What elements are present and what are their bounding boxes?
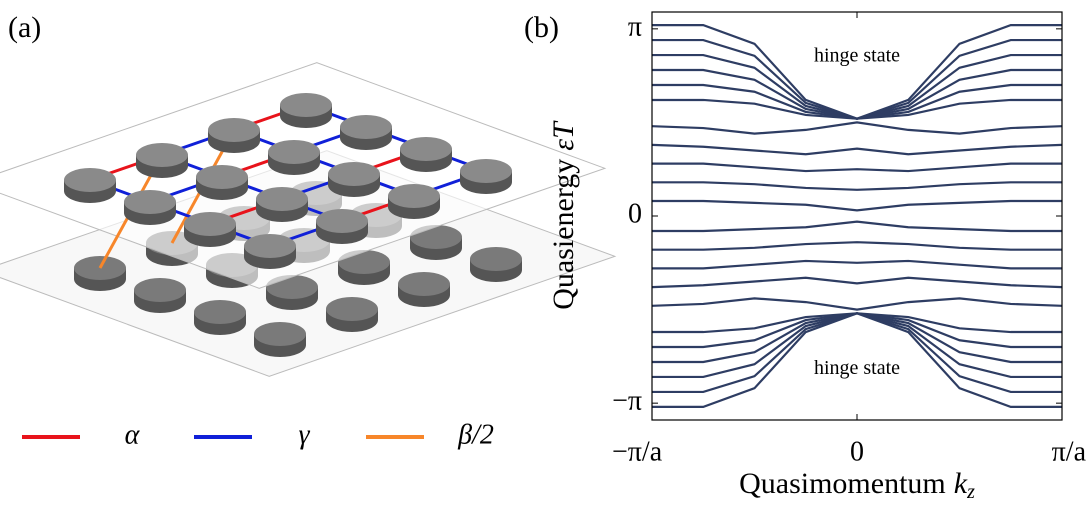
band-line bbox=[652, 98, 1062, 120]
disc-top bbox=[134, 278, 186, 302]
x-axis-label: Quasimomentum kz bbox=[739, 467, 975, 503]
disc-top bbox=[460, 159, 512, 183]
bands bbox=[652, 24, 1062, 408]
legend-label: β/2 bbox=[457, 419, 494, 450]
y-axis-label-text: Quasienergy bbox=[547, 159, 580, 310]
band-line bbox=[652, 121, 1062, 135]
band-line bbox=[652, 312, 1062, 394]
disc-top bbox=[194, 300, 246, 324]
disc-top bbox=[256, 187, 308, 211]
disc-top bbox=[328, 162, 380, 186]
y-axis-label: Quasienergy εT bbox=[547, 120, 580, 310]
disc-top bbox=[316, 209, 368, 233]
band-line bbox=[652, 312, 1062, 349]
annotation: hinge state bbox=[814, 357, 900, 379]
x-axis-label-subscript: z bbox=[966, 481, 975, 503]
legend-label: γ bbox=[298, 419, 310, 450]
band-line bbox=[652, 312, 1062, 334]
disc-top bbox=[124, 190, 176, 214]
band-line bbox=[652, 220, 1062, 233]
disc-top bbox=[398, 272, 450, 296]
disc-top bbox=[280, 93, 332, 117]
band-line bbox=[652, 162, 1062, 173]
band-line bbox=[652, 241, 1062, 251]
band-line bbox=[652, 297, 1062, 311]
lattice-diagram bbox=[0, 62, 617, 377]
disc-top bbox=[400, 137, 452, 161]
disc-top bbox=[244, 234, 296, 258]
disc-top bbox=[136, 143, 188, 167]
disc-top bbox=[64, 168, 116, 192]
panel-label: (b) bbox=[524, 11, 559, 44]
x-tick-label: −π/a bbox=[612, 436, 663, 467]
x-axis-label-symbol: k bbox=[954, 467, 968, 500]
disc-top bbox=[254, 322, 306, 346]
band-line bbox=[652, 143, 1062, 156]
legend: α γ β/2 bbox=[22, 419, 494, 450]
band-line bbox=[652, 199, 1062, 212]
legend-label: α bbox=[125, 419, 141, 450]
band-line bbox=[652, 259, 1062, 270]
x-tick-label: π/a bbox=[1052, 436, 1087, 467]
band-line bbox=[652, 312, 1062, 408]
y-tick-label: 0 bbox=[628, 198, 642, 229]
band-line bbox=[652, 181, 1062, 191]
band-line bbox=[652, 312, 1062, 364]
upper-plane bbox=[0, 62, 607, 289]
disc-top bbox=[470, 247, 522, 271]
disc-top bbox=[326, 297, 378, 321]
x-tick-label: 0 bbox=[850, 436, 864, 467]
y-axis-label-symbol: εT bbox=[547, 120, 580, 151]
disc-top bbox=[340, 115, 392, 139]
band-line bbox=[652, 83, 1062, 120]
band-chart: −π 0 π −π/a 0 π/a hinge state hinge state Quasim… bbox=[547, 11, 1087, 502]
annotation: hinge state bbox=[814, 45, 900, 67]
x-axis-label-text: Quasimomentum bbox=[739, 467, 946, 500]
band-line bbox=[652, 276, 1062, 289]
disc-top bbox=[388, 184, 440, 208]
disc-top bbox=[196, 165, 248, 189]
band-line bbox=[652, 68, 1062, 120]
disc-top bbox=[268, 140, 320, 164]
disc-top bbox=[208, 118, 260, 142]
band-line bbox=[652, 24, 1062, 120]
disc-top bbox=[184, 212, 236, 236]
panel-label: (a) bbox=[8, 11, 41, 44]
y-tick-label: −π bbox=[612, 386, 642, 417]
y-tick-label: π bbox=[628, 11, 642, 42]
